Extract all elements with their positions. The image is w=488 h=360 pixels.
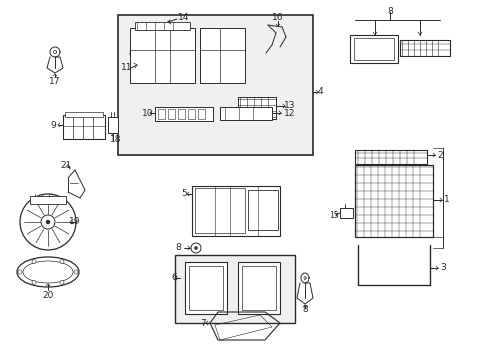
Bar: [63, 115, 105, 139]
Bar: [155, 107, 213, 121]
Text: 8: 8: [175, 243, 181, 252]
Text: 8: 8: [302, 306, 307, 315]
Bar: [200, 28, 244, 83]
Circle shape: [32, 260, 36, 264]
Circle shape: [41, 215, 55, 229]
Circle shape: [74, 270, 78, 274]
Text: 19: 19: [69, 217, 81, 226]
Circle shape: [18, 270, 22, 274]
Bar: [130, 28, 195, 83]
Bar: [195, 188, 244, 233]
Ellipse shape: [17, 257, 79, 287]
Bar: [354, 165, 432, 237]
Text: 11: 11: [121, 63, 132, 72]
Bar: [184, 262, 226, 314]
Bar: [118, 15, 312, 155]
Text: 8: 8: [386, 8, 392, 17]
Text: 15: 15: [328, 211, 338, 220]
Circle shape: [60, 260, 64, 264]
Bar: [247, 190, 278, 230]
Bar: [238, 262, 280, 314]
Text: 21: 21: [60, 161, 72, 170]
Bar: [238, 97, 275, 119]
Text: 5: 5: [181, 189, 186, 198]
Text: 4: 4: [317, 87, 322, 96]
Bar: [168, 109, 175, 119]
Text: 2: 2: [436, 150, 442, 159]
Bar: [353, 38, 393, 60]
Circle shape: [60, 280, 64, 284]
Bar: [354, 150, 426, 164]
Text: 14: 14: [178, 13, 189, 22]
Circle shape: [46, 220, 50, 224]
Bar: [189, 266, 223, 310]
Circle shape: [32, 280, 36, 284]
Bar: [198, 109, 204, 119]
Text: 13: 13: [284, 100, 295, 109]
Bar: [399, 40, 449, 56]
Bar: [65, 112, 103, 117]
Text: 1: 1: [443, 195, 449, 204]
Bar: [242, 266, 275, 310]
Bar: [108, 117, 118, 133]
Circle shape: [194, 247, 197, 249]
Bar: [339, 208, 352, 218]
Bar: [220, 107, 271, 120]
Text: 12: 12: [284, 108, 295, 117]
Bar: [135, 22, 190, 30]
Circle shape: [191, 243, 201, 253]
Text: 18: 18: [110, 135, 122, 144]
Bar: [192, 186, 280, 236]
Bar: [30, 196, 66, 204]
Bar: [158, 109, 164, 119]
Circle shape: [20, 194, 76, 250]
Text: 6: 6: [171, 274, 177, 283]
Text: 16: 16: [272, 13, 283, 22]
Text: 20: 20: [42, 291, 54, 300]
Text: 17: 17: [49, 77, 61, 86]
Bar: [187, 109, 195, 119]
Text: 10: 10: [142, 108, 153, 117]
Text: 3: 3: [439, 264, 445, 273]
Bar: [175, 255, 294, 323]
Bar: [178, 109, 184, 119]
Text: 7: 7: [200, 319, 205, 328]
Ellipse shape: [23, 261, 73, 283]
Bar: [349, 35, 397, 63]
Text: 9: 9: [50, 121, 56, 130]
